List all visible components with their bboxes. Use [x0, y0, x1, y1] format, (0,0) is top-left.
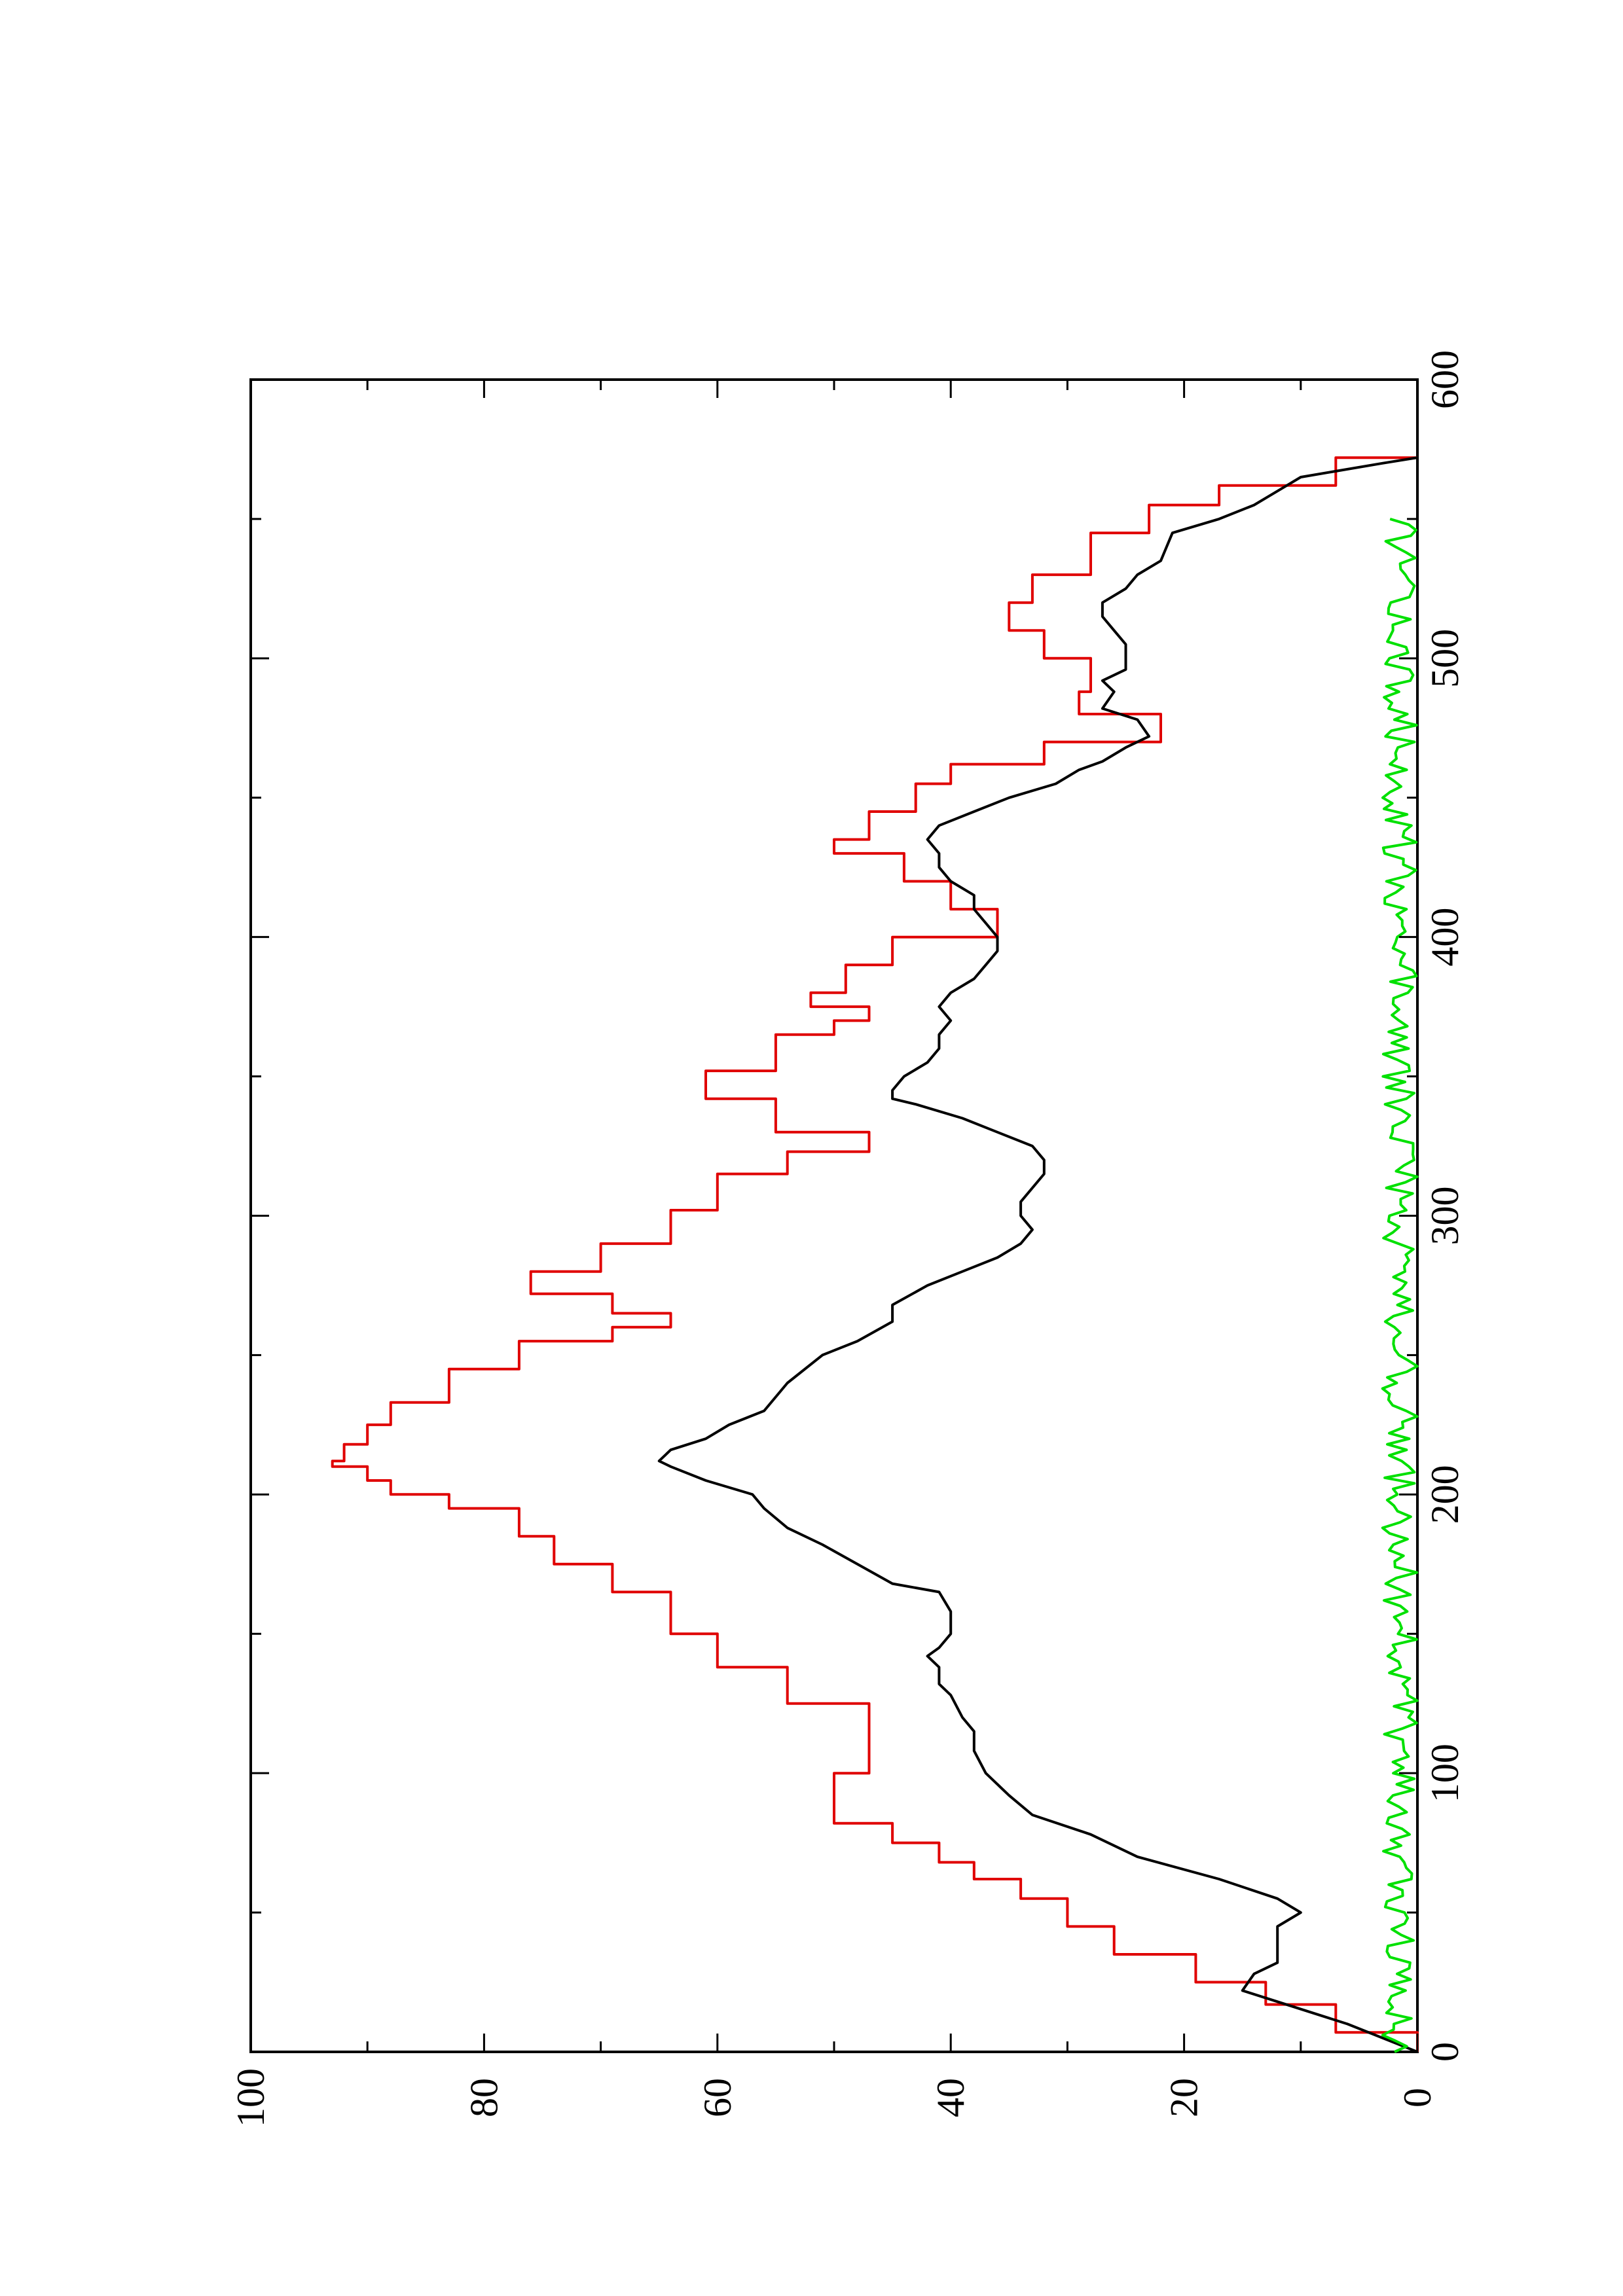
x-tick-label: 200: [1423, 1465, 1467, 1524]
y-tick-label: 60: [696, 2078, 739, 2117]
y-tick-label: 100: [229, 2068, 272, 2127]
y-tick-label: 0: [1396, 2088, 1439, 2108]
y-tick-label: 40: [929, 2078, 972, 2117]
series-line-1: [331, 456, 1419, 2052]
x-tick-label: 100: [1423, 1744, 1467, 1803]
y-tick-label: 80: [462, 2078, 505, 2117]
x-tick-label: 400: [1423, 908, 1467, 967]
chart-series: [331, 456, 1419, 2053]
x-tick-label: 300: [1423, 1187, 1467, 1246]
y-tick-label: 20: [1163, 2078, 1206, 2117]
x-tick-label: 0: [1423, 2042, 1467, 2062]
x-tick-label: 600: [1423, 350, 1467, 409]
x-tick-label: 500: [1423, 629, 1467, 688]
series-line-2: [657, 456, 1418, 2053]
series-line-3: [1381, 517, 1419, 2053]
chart-ticks: 0 100 200 300 400 500 600 0 20 40 60 80 100: [229, 350, 1467, 2127]
